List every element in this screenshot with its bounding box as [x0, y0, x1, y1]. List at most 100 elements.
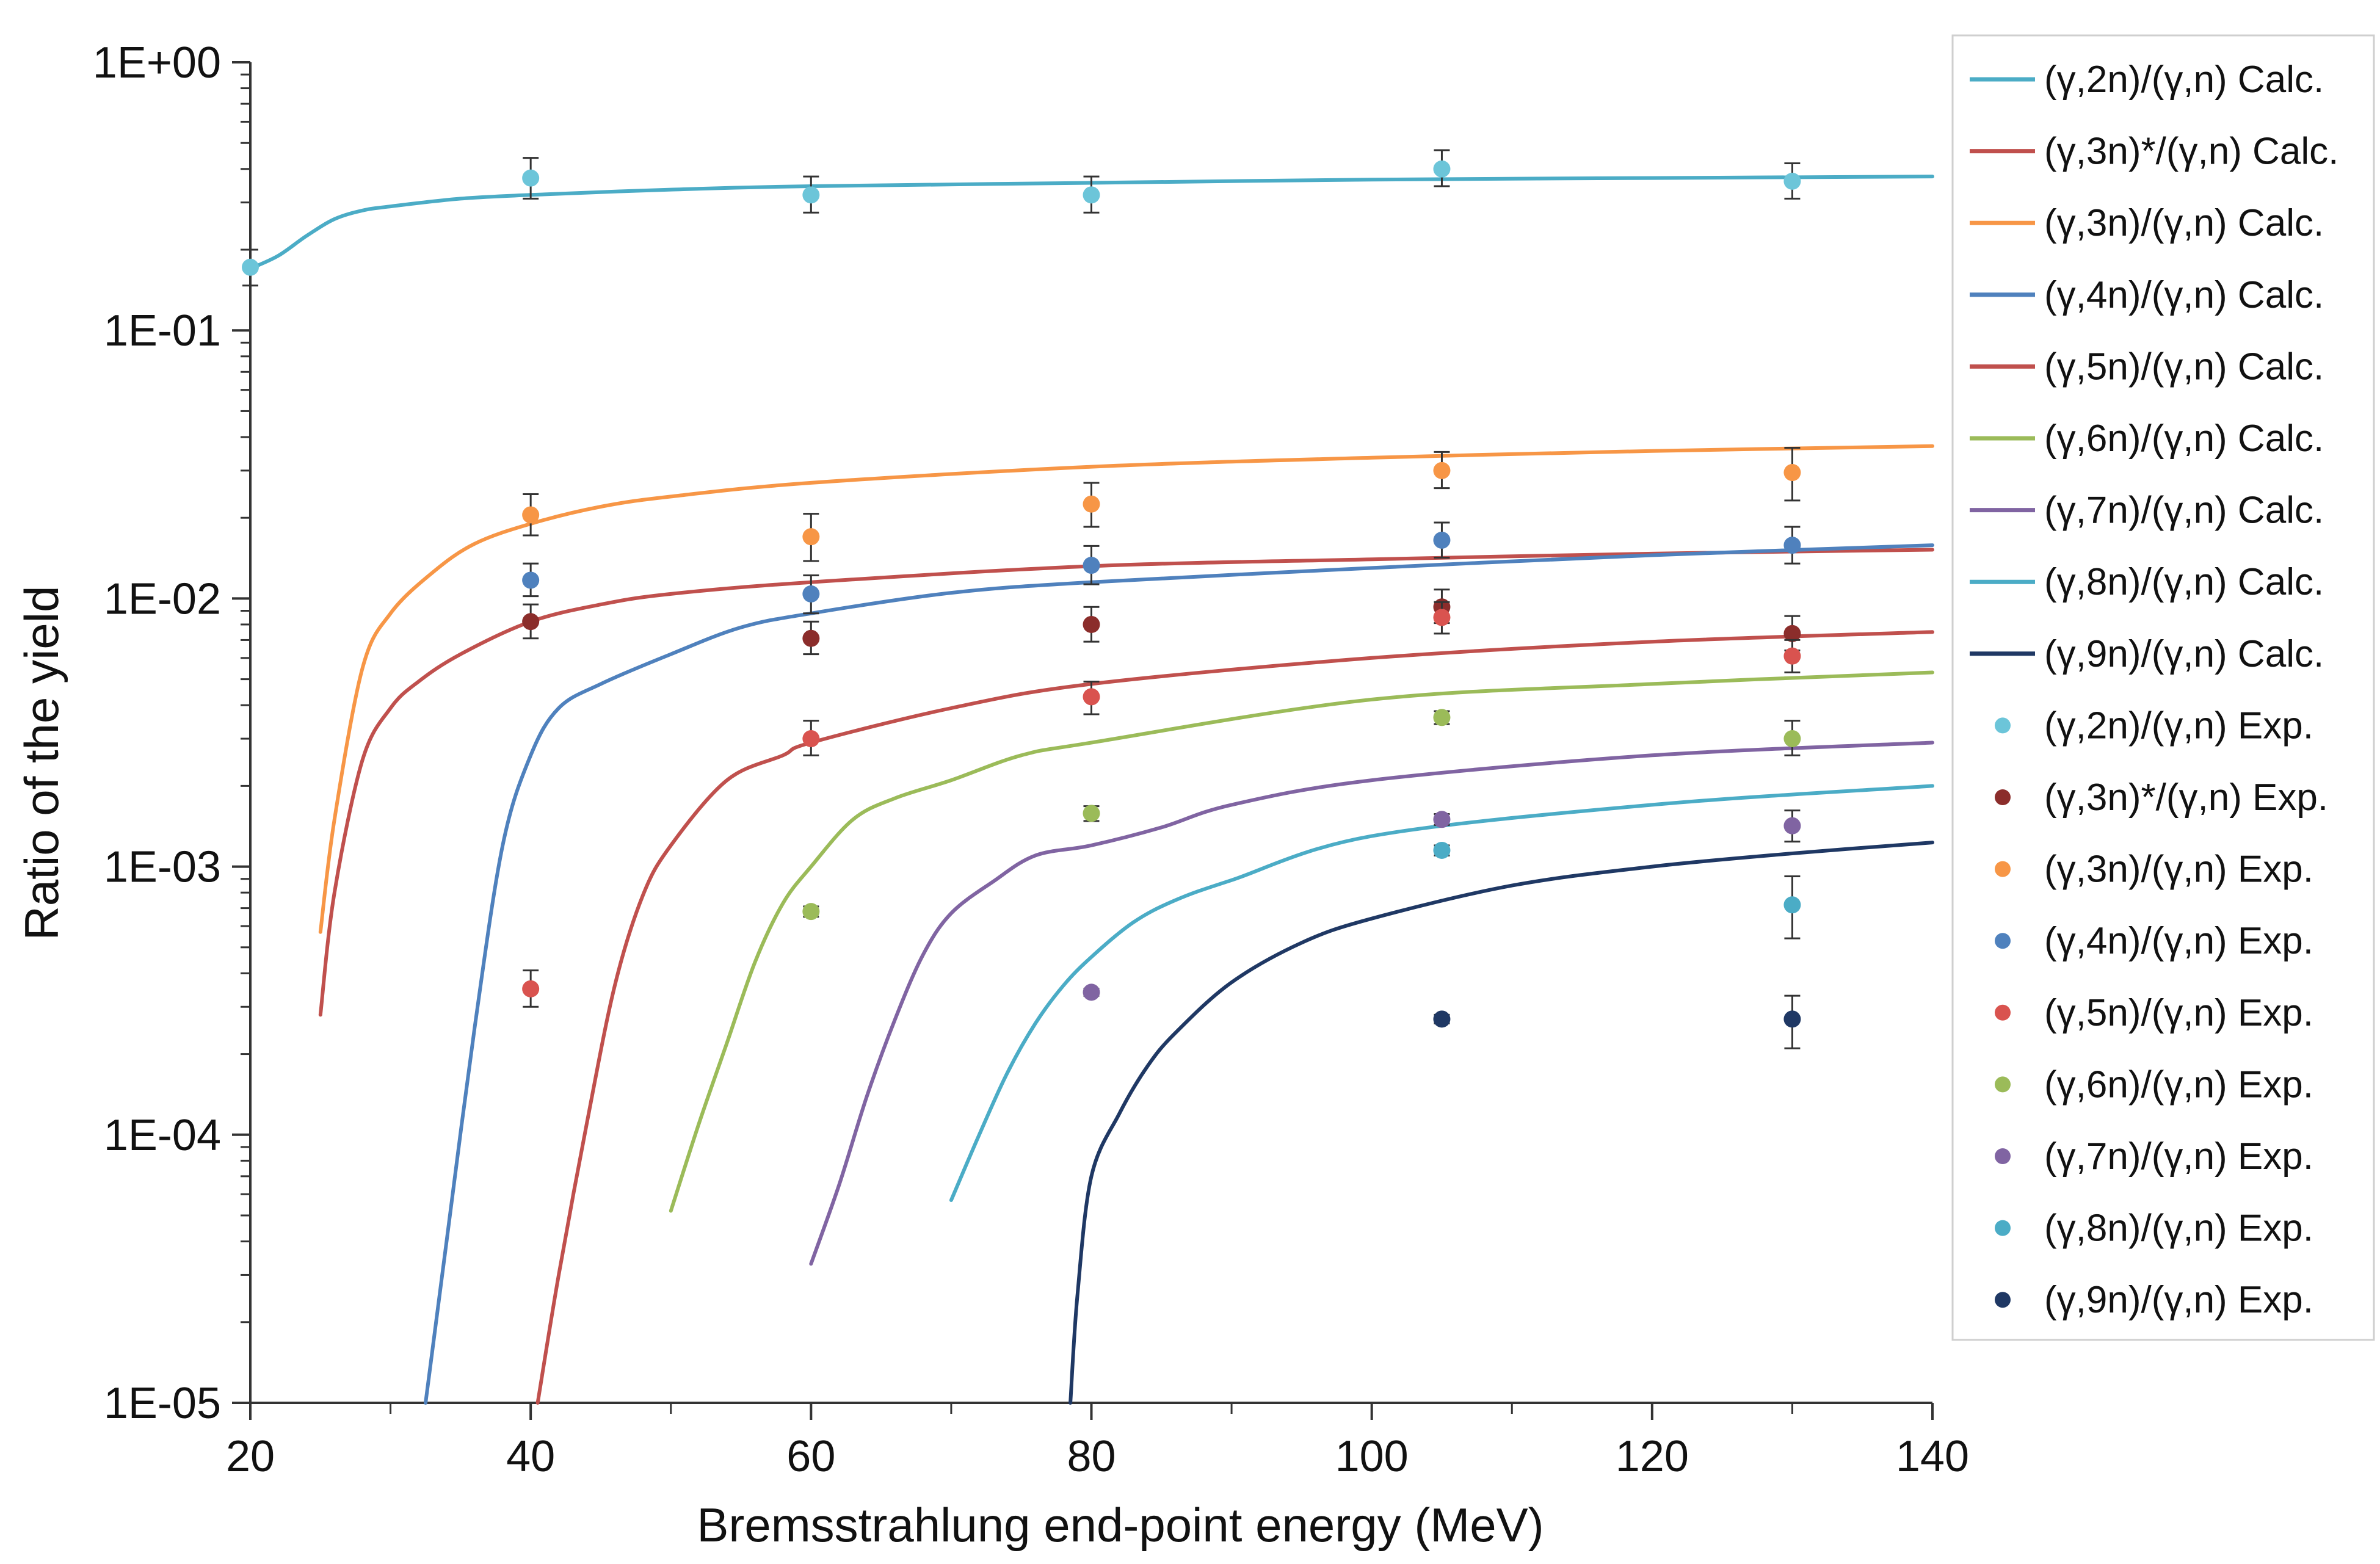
legend-swatch-marker: [1995, 717, 2011, 734]
series-points-8: [1433, 841, 1801, 939]
series-points-3: [522, 446, 1801, 562]
series-points-7: [1083, 809, 1801, 1001]
legend-label: (γ,9n)/(γ,n) Exp.: [2044, 1279, 2313, 1321]
data-point: [802, 585, 820, 603]
legend-swatch-marker: [1995, 1292, 2011, 1308]
data-point: [1783, 172, 1801, 190]
data-point: [1433, 709, 1451, 726]
y-tick-label: 1E+00: [93, 38, 221, 87]
data-point: [1433, 609, 1451, 626]
data-point: [1083, 983, 1100, 1001]
data-point: [1083, 495, 1100, 513]
data-point: [1083, 557, 1100, 574]
series-line-1: [249, 175, 1934, 270]
legend-label: (γ,8n)/(γ,n) Exp.: [2044, 1207, 2313, 1250]
legend-label: (γ,6n)/(γ,n) Calc.: [2044, 418, 2324, 460]
legend-label: (γ,3n)/(γ,n) Calc.: [2044, 202, 2324, 244]
data-point: [1783, 464, 1801, 482]
legend-swatch-marker: [1995, 789, 2011, 805]
legend-label: (γ,3n)*/(γ,n) Exp.: [2044, 777, 2328, 819]
legend-swatch-marker: [1995, 861, 2011, 877]
legend-swatch-marker: [1995, 933, 2011, 949]
legend-swatch-marker: [1995, 1220, 2011, 1236]
legend-label: (γ,4n)/(γ,n) Calc.: [2044, 274, 2324, 316]
x-tick-label: 100: [1335, 1432, 1409, 1481]
data-point: [1433, 1010, 1451, 1028]
data-point: [1783, 625, 1801, 642]
legend-swatch-marker: [1995, 1004, 2011, 1021]
x-tick-label: 80: [1067, 1432, 1116, 1481]
series-line-7: [809, 740, 1934, 1266]
data-point: [1433, 462, 1451, 479]
data-point: [242, 258, 259, 276]
legend-label: (γ,9n)/(γ,n) Calc.: [2044, 633, 2324, 675]
data-point: [1083, 615, 1100, 633]
data-point: [1433, 841, 1451, 859]
legend-box: [1951, 34, 2375, 1341]
data-point: [1783, 537, 1801, 554]
data-point: [1783, 647, 1801, 665]
series-points-5: [522, 601, 1801, 1008]
series-line-9: [1068, 841, 1934, 1405]
legend-swatch-marker: [1995, 1076, 2011, 1093]
series-points-4: [522, 521, 1801, 615]
series-points-1: [242, 149, 1801, 287]
y-tick-label: 1E-02: [104, 574, 221, 623]
data-point: [522, 980, 540, 997]
y-tick-label: 1E-05: [104, 1379, 221, 1428]
legend-label: (γ,3n)*/(γ,n) Calc.: [2044, 131, 2338, 173]
data-point: [1433, 811, 1451, 828]
legend-label: (γ,7n)/(γ,n) Exp.: [2044, 1135, 2313, 1178]
series-line-5: [535, 630, 1934, 1405]
data-point: [1783, 817, 1801, 834]
legend-label: (γ,4n)/(γ,n) Exp.: [2044, 920, 2313, 962]
x-tick-label: 20: [226, 1432, 275, 1481]
series-line-2: [318, 548, 1934, 1017]
data-point: [1783, 1010, 1801, 1028]
plot-series: [242, 149, 1934, 1405]
x-tick-label: 40: [506, 1432, 555, 1481]
data-point: [1433, 531, 1451, 549]
legend-label: (γ,3n)/(γ,n) Exp.: [2044, 849, 2313, 891]
data-point: [1433, 160, 1451, 178]
data-point: [522, 613, 540, 631]
data-point: [522, 506, 540, 524]
data-point: [802, 903, 820, 921]
legend-label: (γ,8n)/(γ,n) Calc.: [2044, 561, 2324, 603]
series-line-6: [669, 670, 1934, 1213]
data-point: [1783, 730, 1801, 748]
legend-label: (γ,5n)/(γ,n) Calc.: [2044, 346, 2324, 388]
data-point: [802, 629, 820, 647]
legend-label: (γ,5n)/(γ,n) Exp.: [2044, 992, 2313, 1034]
data-point: [802, 730, 820, 748]
axes: 20 40 60 80 100 120 140 1E+00 1E-01 1E-02 1E-03 1E-…: [93, 38, 1969, 1481]
legend-label: (γ,2n)/(γ,n) Exp.: [2044, 704, 2313, 747]
x-tick-label: 120: [1616, 1432, 1689, 1481]
y-axis-title: Ratio of the yield: [15, 585, 68, 940]
data-point: [1083, 688, 1100, 706]
series-line-4: [424, 543, 1934, 1405]
y-tick-label: 1E-03: [104, 843, 221, 892]
data-point: [802, 186, 820, 204]
data-point: [522, 169, 540, 187]
data-point: [522, 571, 540, 589]
x-tick-label: 140: [1896, 1432, 1969, 1481]
legend-label: (γ,6n)/(γ,n) Exp.: [2044, 1063, 2313, 1106]
series-line-8: [949, 784, 1934, 1202]
legend-label: (γ,7n)/(γ,n) Calc.: [2044, 490, 2324, 532]
x-axis-title: Bremsstrahlung end-point energy (MeV): [697, 1498, 1544, 1552]
data-point: [1083, 805, 1100, 822]
data-point: [802, 528, 820, 546]
x-tick-label: 60: [786, 1432, 835, 1481]
y-tick-label: 1E-04: [104, 1111, 221, 1160]
legend-label: (γ,2n)/(γ,n) Calc.: [2044, 59, 2324, 101]
data-point: [1783, 896, 1801, 914]
series-line-3: [318, 444, 1934, 934]
legend-swatch-marker: [1995, 1148, 2011, 1164]
series-points-9: [1433, 994, 1801, 1049]
series-points-6: [802, 709, 1801, 921]
y-tick-label: 1E-01: [104, 306, 221, 355]
data-point: [1083, 186, 1100, 204]
legend: (γ,2n)/(γ,n) Calc. (γ,3n)*/(γ,n) Calc. (γ,…: [1951, 34, 2375, 1341]
